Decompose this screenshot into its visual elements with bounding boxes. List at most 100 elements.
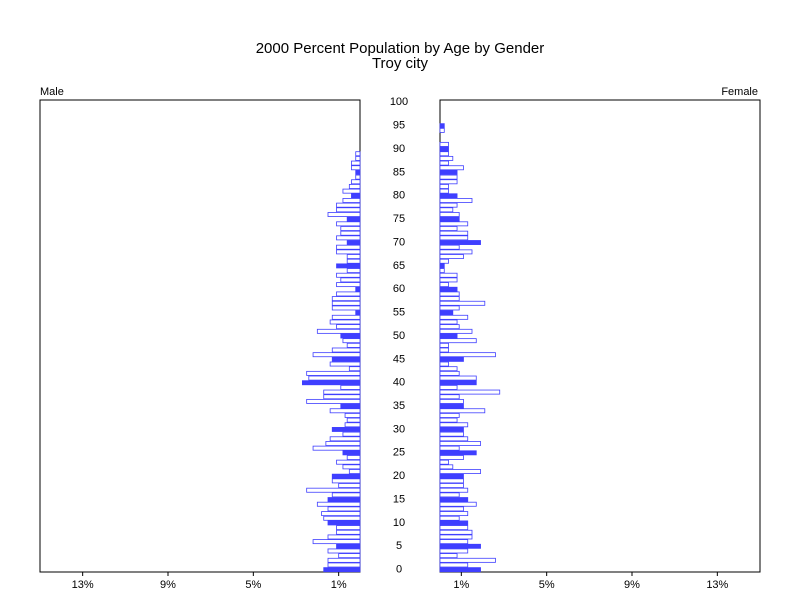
bar [348,366,361,372]
bar [323,394,361,400]
bar [346,417,361,423]
bar [340,226,361,231]
bar [336,207,361,213]
bar [439,249,473,255]
y-tick-label: 70 [393,236,405,248]
bar [439,169,458,175]
bar [327,562,361,568]
bar [355,151,361,157]
bar [340,277,361,283]
y-tick-label: 5 [396,540,402,552]
x-tick-label: 9% [160,579,176,591]
bar [439,155,454,161]
bar [439,567,481,573]
bar [439,146,449,152]
bar [439,562,469,568]
bar [336,249,361,255]
bar [439,352,496,358]
bar [336,459,361,465]
bar [329,361,361,367]
bar [312,352,361,358]
bar [439,375,477,381]
bar [439,226,458,231]
bar [439,529,473,535]
bar [439,525,469,531]
bar [331,478,361,484]
bar [306,487,361,493]
bar [439,403,464,409]
y-tick-label: 55 [393,307,405,319]
bar [355,155,361,161]
bar [439,165,464,171]
bar [439,310,454,316]
bar [316,328,361,334]
x-tick-label: 13% [706,579,728,591]
bar [439,539,469,545]
bar [439,254,464,259]
bar [336,282,361,288]
y-tick-label: 85 [393,166,405,178]
bar [336,244,361,250]
bar [336,324,361,330]
bar [346,342,361,348]
bar [439,342,449,348]
bar [323,515,361,521]
bar [439,557,496,563]
bar [439,221,469,227]
bar [323,389,361,395]
y-tick-label: 0 [396,564,402,576]
bar [439,230,469,236]
bar [355,286,361,292]
bar [329,436,361,442]
bar [439,441,481,446]
bar [439,207,454,213]
bar [342,198,361,203]
bar [439,427,464,432]
bar [355,174,361,180]
bar [336,263,361,269]
bar [439,212,460,217]
bar [336,221,361,227]
bar [439,394,460,400]
bar [439,151,449,157]
bar [439,272,458,278]
bar [439,127,445,133]
bar [439,123,445,129]
y-tick-label: 75 [393,213,405,225]
bar [439,333,458,339]
bar [439,244,460,250]
y-tick-label: 40 [393,377,405,389]
bar [329,408,361,414]
bar [312,445,361,451]
bar [439,380,477,386]
bar [439,501,477,507]
bar [331,473,361,479]
female-panel [439,99,761,573]
bar [439,240,481,245]
y-tick-label: 95 [393,120,405,132]
bar [331,427,361,432]
bar [439,469,481,474]
bar [439,543,481,549]
bar [327,497,361,503]
y-tick-label: 90 [393,143,405,155]
bar [342,450,361,456]
chart-title: 2000 Percent Population by Age by Gender [256,40,545,57]
bar [439,459,449,465]
bar [439,483,464,488]
bar [348,469,361,474]
bar [439,408,486,414]
bar [336,202,361,208]
x-tick-label: 1% [453,579,469,591]
y-tick-label: 15 [393,493,405,505]
bar [439,413,460,418]
bar [325,441,361,446]
x-tick-label: 5% [539,579,555,591]
bar [439,511,469,517]
bar [439,291,460,297]
bar [439,478,464,484]
bar [439,160,449,166]
bar [439,314,469,320]
bar [439,188,449,194]
